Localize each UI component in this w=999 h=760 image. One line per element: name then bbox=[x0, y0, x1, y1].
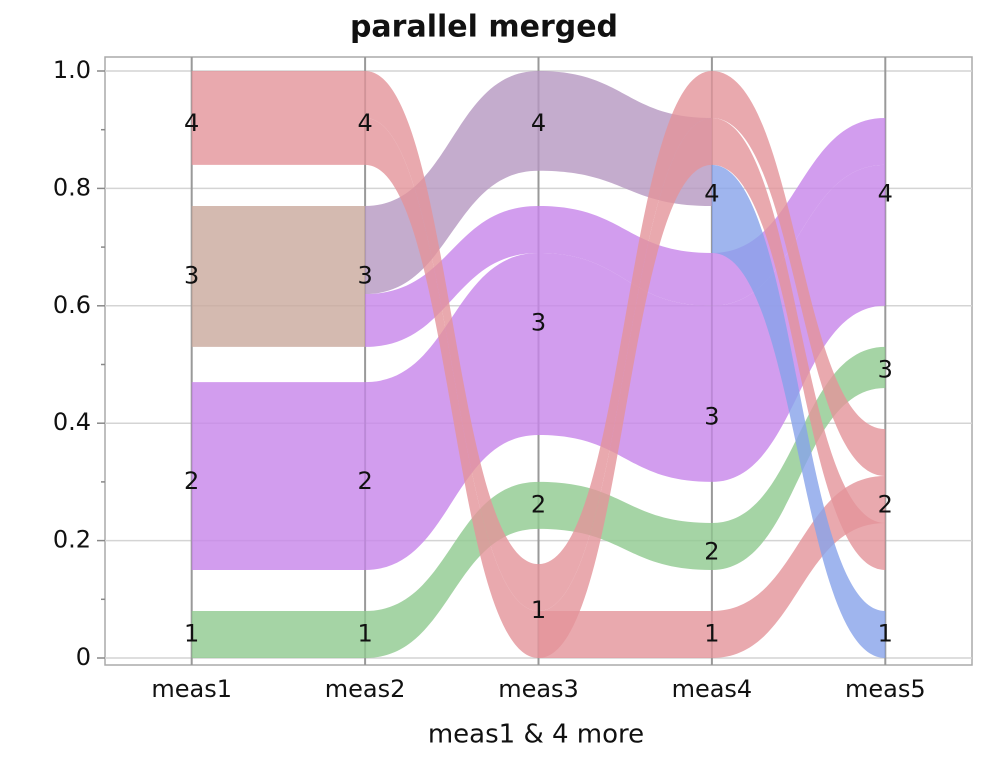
category-label: 3 bbox=[878, 355, 893, 383]
ribbon bbox=[365, 206, 539, 347]
ribbon bbox=[711, 71, 886, 477]
ribbon bbox=[365, 71, 539, 295]
ribbon bbox=[538, 117, 712, 658]
ribbon bbox=[191, 206, 366, 347]
ribbon bbox=[191, 117, 366, 165]
category-label: 4 bbox=[878, 179, 893, 207]
category-label: 3 bbox=[184, 261, 199, 289]
category-label: 4 bbox=[704, 179, 719, 207]
ribbon bbox=[538, 481, 712, 570]
ribbon bbox=[538, 611, 712, 658]
category-label: 4 bbox=[531, 109, 546, 137]
ribbon bbox=[191, 71, 366, 118]
x-tick-label: meas1 bbox=[151, 675, 232, 703]
category-label: 2 bbox=[357, 467, 372, 495]
x-axis-label: meas1 & 4 more bbox=[428, 720, 644, 750]
ribbon bbox=[711, 476, 886, 658]
category-label: 3 bbox=[531, 308, 546, 336]
ribbon bbox=[538, 206, 712, 306]
y-tick-label: 0.6 bbox=[53, 291, 91, 319]
x-tick-label: meas2 bbox=[325, 675, 406, 703]
y-tick-label: 0 bbox=[76, 643, 91, 671]
category-label: 3 bbox=[704, 402, 719, 430]
ribbon bbox=[191, 382, 366, 570]
ribbon bbox=[365, 71, 539, 612]
ribbon bbox=[191, 611, 366, 658]
ribbon bbox=[711, 117, 886, 570]
y-tick-label: 0.2 bbox=[53, 526, 91, 554]
x-tick-label: meas4 bbox=[672, 675, 753, 703]
ribbon bbox=[711, 164, 886, 659]
x-tick-label: meas3 bbox=[498, 675, 579, 703]
ribbon bbox=[365, 117, 539, 658]
category-label: 2 bbox=[531, 490, 546, 518]
ribbon bbox=[538, 71, 712, 612]
category-label: 3 bbox=[357, 261, 372, 289]
category-label: 4 bbox=[184, 109, 199, 137]
y-tick-label: 0.8 bbox=[53, 173, 91, 201]
category-label: 1 bbox=[184, 620, 199, 648]
chart-title: parallel merged bbox=[350, 10, 618, 45]
category-label: 1 bbox=[357, 620, 372, 648]
category-label: 1 bbox=[531, 596, 546, 624]
category-label: 4 bbox=[357, 109, 372, 137]
category-label: 1 bbox=[878, 620, 893, 648]
y-tick-label: 0.4 bbox=[53, 408, 91, 436]
y-tick-label: 1.0 bbox=[53, 56, 91, 84]
category-label: 2 bbox=[704, 537, 719, 565]
category-label: 2 bbox=[878, 490, 893, 518]
x-tick-label: meas5 bbox=[845, 675, 926, 703]
category-label: 2 bbox=[184, 467, 199, 495]
category-label: 1 bbox=[704, 620, 719, 648]
ribbon bbox=[365, 252, 539, 570]
